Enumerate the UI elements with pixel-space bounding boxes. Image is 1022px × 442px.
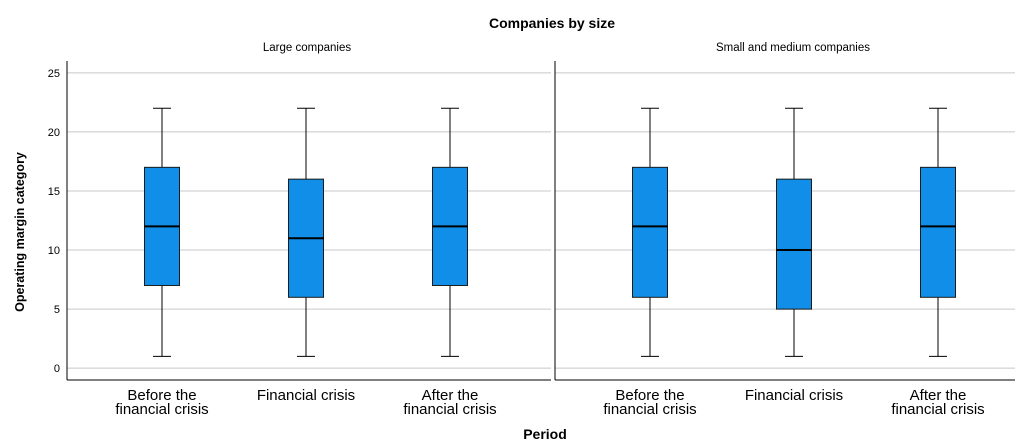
box xyxy=(776,178,812,310)
y-tick-label: 5 xyxy=(54,304,60,316)
x-tick-label: After the xyxy=(910,387,967,404)
box xyxy=(632,166,668,298)
panel-title: Small and medium companies xyxy=(716,42,870,54)
y-axis-title: Operating margin category xyxy=(13,152,27,312)
x-axis-title: Period xyxy=(523,426,567,442)
x-tick-label: Financial crisis xyxy=(257,387,355,404)
y-tick-label: 10 xyxy=(48,245,60,257)
x-tick-label: After the xyxy=(422,387,479,404)
x-tick-label: financial crisis xyxy=(115,401,208,418)
x-tick-label: Financial crisis xyxy=(745,387,843,404)
y-tick-label: 15 xyxy=(48,186,60,198)
chart-title: Companies by size xyxy=(489,15,615,31)
panel-title: Large companies xyxy=(263,42,351,54)
y-tick-label: 0 xyxy=(54,363,60,375)
y-tick-label: 20 xyxy=(48,127,60,139)
box xyxy=(920,166,956,298)
x-tick-label: financial crisis xyxy=(891,401,984,418)
x-tick-label: Before the xyxy=(615,387,684,404)
x-tick-label: Before the xyxy=(127,387,196,404)
x-tick-label: financial crisis xyxy=(603,401,696,418)
y-tick-label: 25 xyxy=(48,68,60,80)
x-tick-label: financial crisis xyxy=(403,401,496,418)
